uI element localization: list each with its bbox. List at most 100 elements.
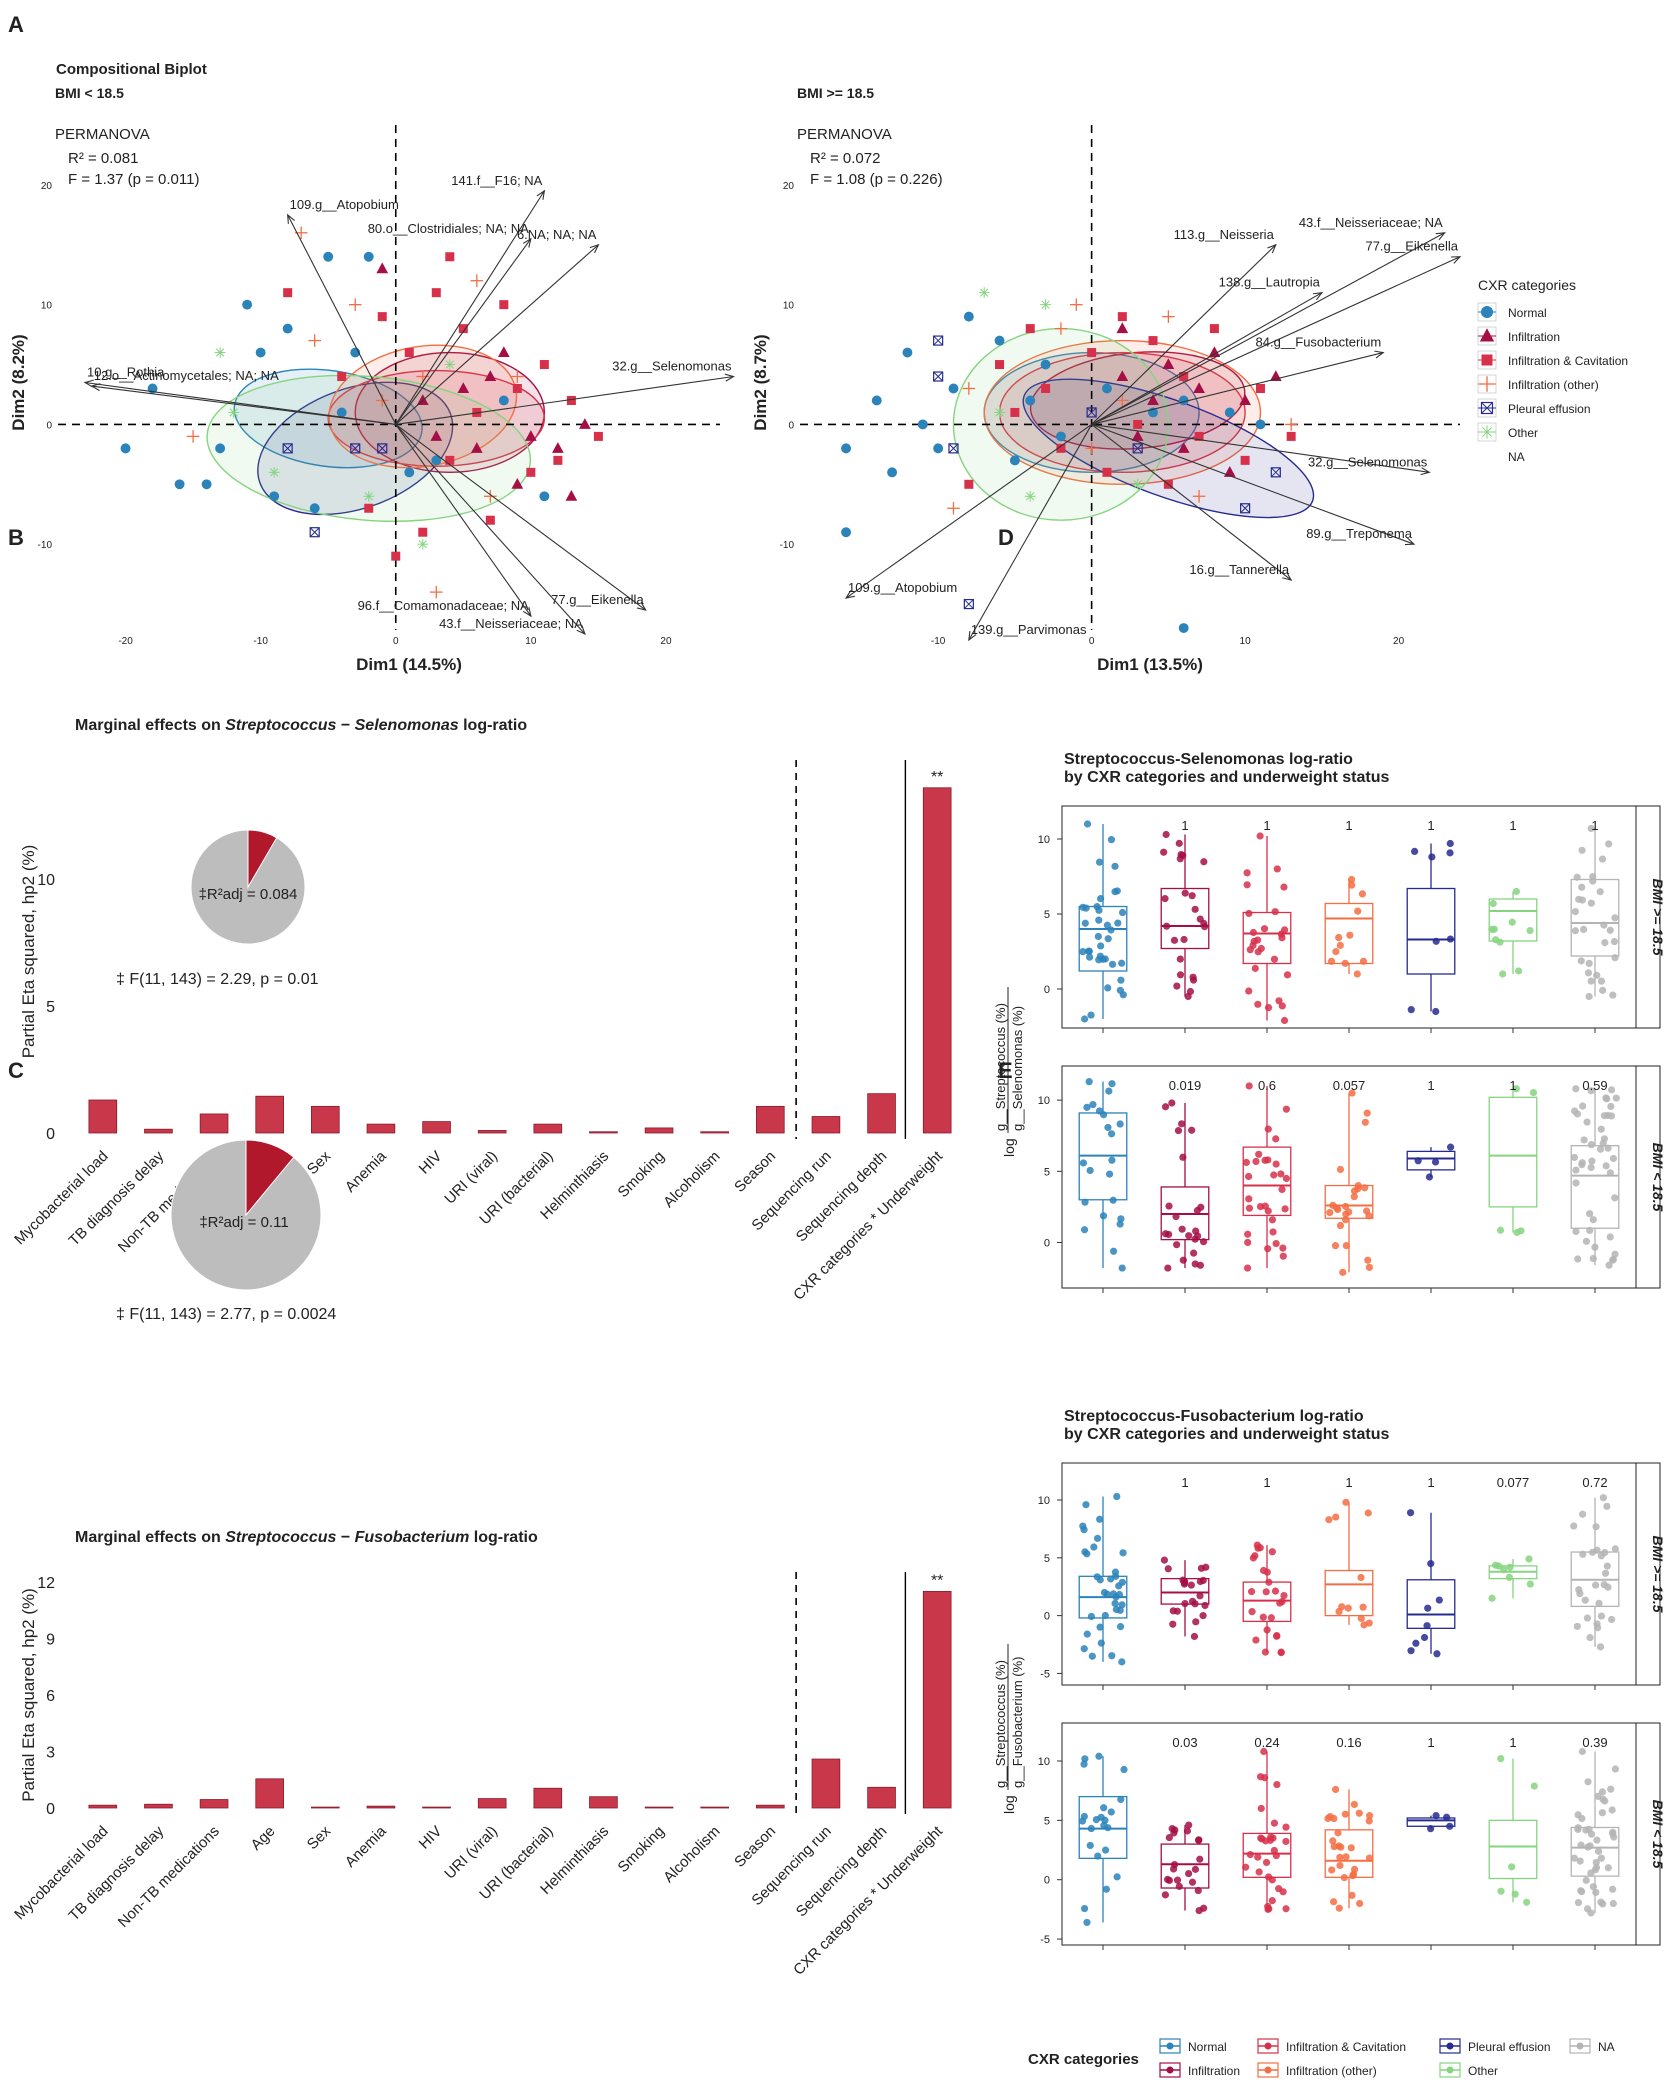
jitter-point	[1574, 1825, 1582, 1834]
jitter-point	[1572, 1179, 1580, 1187]
p-value-label: 1	[1181, 818, 1188, 833]
point-infiltration-cavitation	[431, 288, 441, 298]
point-normal	[841, 527, 851, 538]
jitter-point	[1195, 1836, 1203, 1844]
box-pleural-effusion	[1406, 1143, 1456, 1181]
x-tick-label: Smoking	[615, 1148, 668, 1201]
jitter-point	[1529, 1089, 1538, 1097]
legend-key-dot	[1264, 2042, 1272, 2050]
legend-item-label: Infiltration (other)	[1508, 378, 1599, 392]
jitter-point	[1492, 936, 1500, 944]
jitter-point	[1164, 1264, 1172, 1272]
jitter-point	[1587, 977, 1595, 985]
jitter-point	[1578, 1747, 1586, 1756]
jitter-point	[1575, 1586, 1583, 1594]
jitter-point	[1270, 1819, 1279, 1827]
jitter-point	[1201, 1601, 1209, 1610]
y-tick-label: 5	[1044, 909, 1050, 921]
x-tick-label: URI (viral)	[441, 1148, 501, 1208]
jitter-point	[1080, 1645, 1088, 1653]
point-pleural-effusion	[1086, 407, 1097, 418]
jitter-point	[1609, 1899, 1617, 1908]
jitter-point	[1260, 1747, 1268, 1756]
star-ray	[1133, 480, 1142, 489]
jitter-point	[1427, 1560, 1435, 1568]
jitter-point	[1162, 830, 1170, 839]
point-normal	[1055, 431, 1066, 442]
jitter-point	[1596, 888, 1604, 896]
jitter-point	[1083, 1550, 1091, 1558]
jitter-point	[1245, 909, 1253, 918]
legend-item-label: Other	[1508, 426, 1538, 440]
jitter-point	[1245, 987, 1253, 995]
arrow-head	[844, 590, 855, 599]
jitter-point	[1571, 927, 1579, 935]
jitter-point	[1170, 1829, 1178, 1837]
star-ray	[445, 360, 454, 369]
title-part: Fusobacterium	[355, 1529, 470, 1546]
point-normal	[1025, 395, 1036, 406]
jitter-point	[1095, 1107, 1104, 1115]
x2	[1132, 443, 1143, 454]
jitter-point	[1117, 1215, 1125, 1223]
x2	[933, 335, 943, 346]
jitter-point	[1108, 960, 1117, 968]
box	[1270, 467, 1281, 478]
jitter-point	[1609, 1885, 1617, 1893]
point-other	[1024, 490, 1036, 502]
jitter-point	[1081, 919, 1089, 927]
point-normal	[871, 395, 882, 406]
jitter-point	[1604, 1864, 1612, 1872]
point-infiltration-cavitation	[283, 288, 293, 298]
jitter-point	[1512, 887, 1521, 896]
box-body	[1406, 1150, 1456, 1171]
jitter-point	[1196, 1592, 1204, 1600]
box	[963, 598, 974, 610]
jitter-point	[1191, 1260, 1199, 1268]
point-infiltration-other-	[1054, 322, 1068, 335]
jitter-point	[1348, 881, 1356, 889]
y-tick-label: 5	[1044, 1815, 1050, 1827]
point-other	[228, 407, 240, 418]
y-tick-label: -5	[1040, 1668, 1050, 1680]
point-infiltration-other-	[416, 370, 430, 383]
jitter-point	[1600, 921, 1608, 929]
jitter-point	[1361, 1118, 1369, 1126]
jitter-point	[1079, 903, 1087, 911]
jitter-point	[1598, 1788, 1606, 1796]
jitter-point	[1570, 1522, 1578, 1530]
x2	[963, 599, 974, 609]
jitter-point	[1273, 1631, 1281, 1640]
jitter-point	[1097, 895, 1105, 903]
bar	[144, 1128, 173, 1134]
box-infiltration-other-	[1324, 1089, 1374, 1276]
point-infiltration-cavitation	[1025, 324, 1035, 334]
y-tick-label: 3	[46, 1745, 55, 1762]
p-value-label: 0.057	[1333, 1078, 1366, 1093]
jitter-point	[1279, 1244, 1287, 1252]
point-infiltration-cavitation	[1010, 407, 1020, 417]
jitter-point	[1249, 1554, 1257, 1562]
jitter-point	[1350, 1187, 1359, 1195]
jitter-point	[1262, 1588, 1270, 1596]
f-statistic-label: ‡ F(11, 143) = 2.29, p = 0.01	[116, 971, 319, 988]
loading-arrow	[395, 375, 734, 425]
star-ray	[364, 492, 373, 501]
box-infiltration-cavitation	[1242, 1082, 1292, 1272]
jitter-point	[1188, 1878, 1197, 1886]
jitter-point	[1365, 1854, 1374, 1862]
star-ray	[215, 348, 225, 357]
point-infiltration	[1162, 358, 1175, 370]
jitter-point	[1119, 1549, 1127, 1557]
jitter-point	[1255, 1150, 1263, 1158]
pie-slice	[245, 1139, 295, 1217]
jitter-point	[1589, 1216, 1597, 1224]
jitter-point	[1107, 1130, 1116, 1138]
title-part: log-ratio	[459, 717, 528, 734]
jitter-point	[1177, 850, 1185, 859]
y-axis-numerator: g__Streptococcus (%)	[993, 1003, 1008, 1131]
jitter-point	[1272, 1135, 1280, 1143]
jitter-point	[1585, 959, 1593, 967]
point-infiltration-cavitation	[485, 515, 495, 525]
